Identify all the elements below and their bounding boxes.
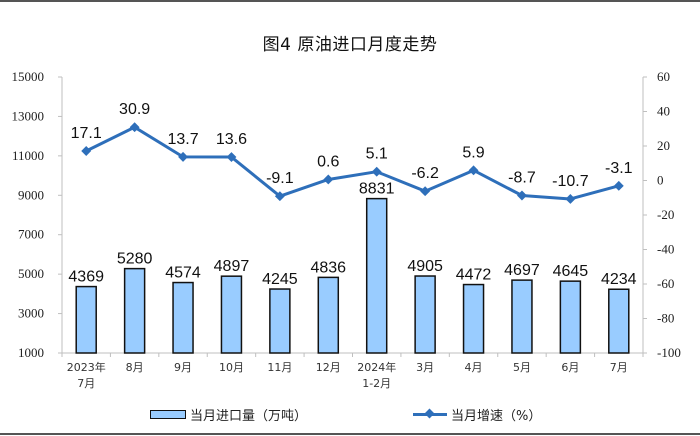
bar-value-label: 4897: [214, 258, 250, 275]
bar: [220, 275, 243, 354]
x-tick-label: 10月: [219, 361, 244, 374]
diamond-marker: [129, 122, 140, 133]
diamond-marker: [517, 190, 527, 201]
diamond-marker: [468, 165, 479, 176]
right-tick-label: 40: [657, 104, 670, 119]
x-tick-label: 12月: [316, 361, 341, 374]
x-tick-label: 2024年: [357, 360, 396, 374]
left-tick-label: 5000: [18, 266, 44, 281]
bar-swatch-icon: [150, 409, 186, 419]
bar: [608, 288, 630, 354]
diamond-marker: [420, 186, 431, 197]
bar-series: [75, 197, 630, 354]
diamond-marker: [565, 194, 576, 204]
line-value-label: 13.7: [167, 131, 198, 148]
right-tick-label: -40: [657, 242, 674, 257]
bar: [75, 285, 97, 354]
line-value-label: 5.1: [366, 146, 388, 163]
x-tick-label: 11月: [267, 361, 292, 374]
legend-item-line: 当月增速（%）: [413, 404, 541, 424]
legend-line-label: 当月增速（%）: [451, 408, 542, 424]
bar-value-label: 4645: [553, 263, 589, 280]
diamond-marker: [81, 146, 92, 156]
right-tick-label: -60: [657, 276, 674, 291]
diamond-marker: [226, 152, 237, 162]
bar: [462, 283, 485, 354]
bar-value-label: 4697: [504, 262, 540, 279]
x-tick-label: 4月: [465, 361, 483, 374]
left-tick-label: 3000: [18, 306, 44, 321]
bar-value-label: 4905: [407, 258, 443, 275]
bar-value-label: 4472: [456, 267, 492, 284]
diamond-marker: [323, 174, 334, 185]
bar-value-label: 4574: [165, 265, 201, 282]
line-value-label: -3.1: [605, 160, 633, 177]
line-series: [81, 122, 624, 204]
bar-value-label: 4369: [68, 269, 104, 286]
bar: [559, 280, 582, 354]
axes: 1000 3000 5000 7000 9000 11000 13000 15000 -100 -…: [12, 69, 681, 390]
legend-bar-label: 当月进口量（万吨）: [190, 408, 308, 424]
growth-line: [85, 125, 620, 201]
x-tick-label: 6月: [561, 361, 579, 374]
bar-value-label: 4245: [262, 271, 298, 288]
bar: [317, 276, 340, 354]
legend-item-bar: 当月进口量（万吨）: [150, 404, 307, 424]
x-tick-label: 5月: [513, 361, 531, 374]
left-tick-label: 7000: [18, 227, 44, 242]
bar: [365, 197, 388, 354]
x-tick-label: 8月: [126, 361, 144, 374]
x-tick-label: 9月: [174, 361, 192, 374]
data-labels: 4369 5280 4574 4897 4245 4836 8831 4905 4472 4697…: [68, 101, 636, 288]
diamond-marker: [371, 166, 382, 177]
diamond-marker: [274, 191, 285, 202]
left-tick-label: 1000: [18, 345, 44, 360]
line-value-label: 13.6: [216, 131, 247, 148]
line-value-label: 17.1: [71, 125, 102, 142]
right-tick-label: 60: [657, 69, 670, 84]
x-tick-label: 7月: [77, 377, 95, 390]
right-tick-label: -100: [657, 345, 681, 360]
diamond-marker: [178, 151, 188, 162]
bar: [269, 288, 291, 354]
right-tick-label: -20: [657, 207, 674, 222]
right-tick-label: 0: [657, 173, 664, 188]
x-tick-label: 2023年: [67, 360, 106, 374]
frame-top-border: [0, 0, 700, 2]
x-tick-label: 1-2月: [362, 377, 391, 390]
line-value-label: 5.9: [462, 144, 484, 161]
right-tick-label: -80: [657, 311, 674, 326]
line-value-label: -6.2: [411, 165, 439, 182]
line-value-label: -8.7: [508, 170, 536, 187]
chart-title: 图4 原油进口月度走势: [262, 35, 438, 55]
left-tick-label: 11000: [12, 148, 44, 163]
bar-value-label: 4234: [601, 271, 637, 288]
bar: [511, 279, 533, 354]
line-value-label: 30.9: [119, 101, 150, 118]
left-tick-label: 9000: [18, 187, 44, 202]
line-marker-icon: [413, 412, 447, 416]
line-value-label: 0.6: [317, 153, 339, 170]
right-tick-label: 20: [657, 138, 670, 153]
line-value-label: -9.1: [266, 170, 294, 187]
bar: [172, 281, 194, 354]
bar-value-label: 5280: [117, 251, 153, 268]
frame-bottom-border: [0, 433, 700, 435]
bar-value-label: 8831: [359, 181, 395, 198]
left-tick-label: 13000: [12, 108, 45, 123]
x-tick-label: 3月: [416, 361, 434, 374]
line-value-label: -10.7: [552, 173, 589, 190]
left-tick-label: 15000: [12, 69, 45, 84]
x-tick-label: 7月: [610, 361, 628, 374]
bar: [414, 275, 436, 354]
bar: [123, 267, 146, 354]
diamond-marker: [613, 180, 624, 191]
bar-value-label: 4836: [310, 259, 346, 276]
